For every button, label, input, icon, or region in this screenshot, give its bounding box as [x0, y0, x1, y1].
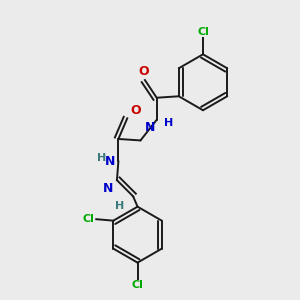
Text: N: N	[145, 121, 155, 134]
Text: Cl: Cl	[83, 214, 95, 224]
Text: Cl: Cl	[197, 27, 209, 37]
Text: H: H	[164, 118, 173, 128]
Text: H: H	[98, 153, 106, 163]
Text: N: N	[103, 182, 113, 195]
Text: O: O	[138, 65, 149, 78]
Text: O: O	[130, 104, 141, 117]
Text: H: H	[115, 201, 124, 211]
Text: N: N	[105, 154, 116, 167]
Text: Cl: Cl	[132, 280, 143, 290]
